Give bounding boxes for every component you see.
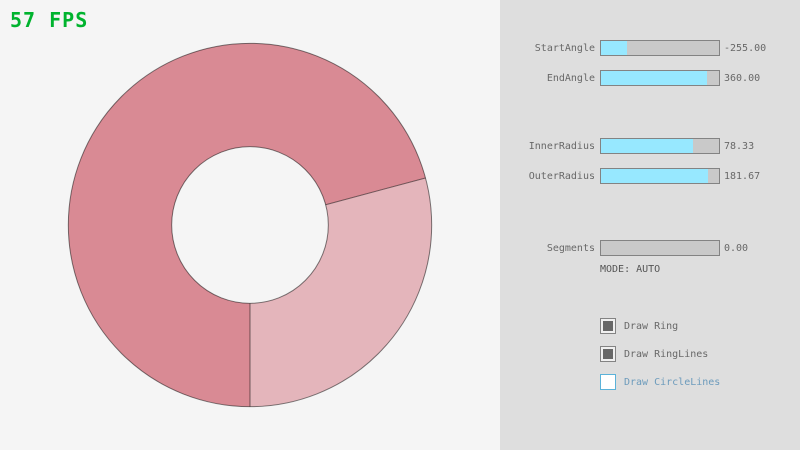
slider-value-endangle: 360.00 xyxy=(724,73,761,84)
slider-label-startangle: StartAngle xyxy=(534,43,595,54)
slider-value-startangle: -255.00 xyxy=(724,43,767,54)
slider-value-outerradius: 181.67 xyxy=(724,171,761,182)
ring-inner-line xyxy=(171,146,329,304)
checkbox-draw-circlelines[interactable] xyxy=(600,374,616,390)
ring-chart xyxy=(67,42,433,408)
controls-panel: StartAngle -255.00 EndAngle 360.00 Inner… xyxy=(500,0,800,450)
slider-outerradius[interactable] xyxy=(600,168,720,184)
checkbox-draw-ring[interactable] xyxy=(600,318,616,334)
checkbox-label-draw-ringlines: Draw RingLines xyxy=(624,349,709,360)
slider-value-innerradius: 78.33 xyxy=(724,141,755,152)
checkbox-row-draw-ring: Draw Ring xyxy=(500,318,800,334)
slider-startangle[interactable] xyxy=(600,40,720,56)
checkbox-draw-ringlines[interactable] xyxy=(600,346,616,362)
slider-row-outerradius: OuterRadius 181.67 xyxy=(500,168,800,184)
ring-boundary-line-right xyxy=(325,177,426,206)
slider-fill xyxy=(601,139,694,153)
ring-sector-single-pass xyxy=(250,177,432,407)
slider-endangle[interactable] xyxy=(600,70,720,86)
slider-row-segments: Segments 0.00 xyxy=(500,240,800,256)
ring-canvas: 57 FPS xyxy=(10,8,433,408)
slider-segments[interactable] xyxy=(600,240,720,256)
slider-row-innerradius: InnerRadius 78.33 xyxy=(500,138,800,154)
slider-label-segments: Segments xyxy=(546,243,595,254)
slider-row-startangle: StartAngle -255.00 xyxy=(500,40,800,56)
ring-sector-double-pass xyxy=(68,43,426,407)
slider-label-innerradius: InnerRadius xyxy=(528,141,595,152)
slider-label-outerradius: OuterRadius xyxy=(528,171,595,182)
checkbox-row-draw-circlelines: Draw CircleLines xyxy=(500,374,800,390)
slider-fill xyxy=(601,41,627,55)
checkbox-label-draw-ring: Draw Ring xyxy=(624,321,679,332)
checkbox-row-draw-ringlines: Draw RingLines xyxy=(500,346,800,362)
slider-innerradius[interactable] xyxy=(600,138,720,154)
segments-mode-text: MODE: AUTO xyxy=(600,264,661,275)
slider-fill xyxy=(601,71,708,85)
fps-counter: 57 FPS xyxy=(10,8,89,32)
checkbox-label-draw-circlelines: Draw CircleLines xyxy=(624,377,721,388)
slider-value-segments: 0.00 xyxy=(724,243,749,254)
slider-fill xyxy=(601,169,709,183)
slider-row-endangle: EndAngle 360.00 xyxy=(500,70,800,86)
slider-label-endangle: EndAngle xyxy=(546,73,595,84)
